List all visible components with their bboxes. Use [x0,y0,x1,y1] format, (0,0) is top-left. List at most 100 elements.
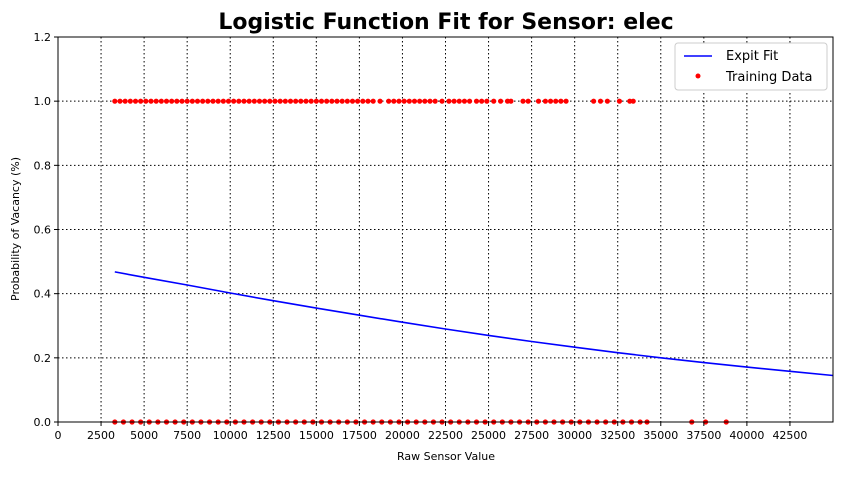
training-point-vacant [308,98,314,104]
training-point-vacant [132,98,139,104]
training-point-vacant [535,98,542,104]
training-point-vacant [215,98,221,104]
training-point-vacant [417,98,423,104]
x-tick-label: 40000 [729,429,764,442]
y-tick-label: 1.2 [34,31,52,44]
training-point-vacant [473,98,480,104]
training-point-vacant [630,98,636,104]
training-point-vacant [467,98,473,104]
training-point-vacant [189,98,195,104]
legend-box [674,42,828,91]
legend: Expit Fit Training Data [674,42,828,91]
training-point-vacant [525,98,531,104]
training-point-vacant [117,98,123,104]
training-point-vacant [313,98,319,104]
training-point-vacant [406,98,412,104]
x-tick-label: 7500 [173,429,201,442]
training-point-vacant [422,98,428,104]
training-point-vacant [396,98,402,104]
training-point-vacant [251,98,257,104]
x-tick-label: 0 [55,429,62,442]
training-point-vacant [349,98,356,104]
training-point-vacant [491,98,497,104]
training-point-vacant [391,98,397,104]
training-point-vacant [401,98,407,104]
training-point-vacant [200,98,206,104]
training-point-vacant [220,98,226,104]
training-point-vacant [112,98,118,104]
training-point-vacant [143,98,149,104]
training-point-vacant [303,98,309,104]
x-tick-label: 22500 [428,429,463,442]
x-tick-label: 17500 [342,429,377,442]
x-tick-label: 2500 [87,429,115,442]
training-point-vacant [184,98,190,104]
training-point-vacant [179,98,185,104]
training-point-vacant [267,98,273,104]
training-point-vacant [318,98,325,104]
x-tick-label: 5000 [130,429,158,442]
x-tick-label: 12500 [256,429,291,442]
training-point-vacant [386,98,392,104]
training-point-vacant [542,98,548,104]
training-point-vacant [339,98,345,104]
training-point-vacant [138,98,144,104]
training-point-vacant [411,98,418,104]
training-point-vacant [277,98,283,104]
training-point-vacant [324,98,330,104]
training-point-vacant [153,98,159,104]
y-tick-label: 1.0 [34,95,52,108]
training-point-vacant [329,98,335,104]
training-point-vacant [456,98,462,104]
training-point-vacant [432,98,438,104]
training-point-vacant [241,98,247,104]
training-point-vacant [377,98,383,104]
x-tick-label: 42500 [772,429,807,442]
training-point-vacant [334,98,340,104]
expit-fit-line [114,271,834,377]
x-tick-label: 32500 [600,429,635,442]
training-point-vacant [597,98,604,104]
training-point-vacant [591,98,597,104]
training-point-vacant [272,98,278,104]
training-point-vacant [451,98,457,104]
x-tick-label: 37500 [686,429,721,442]
training-point-vacant [604,98,610,104]
training-point-vacant [262,98,268,104]
x-tick-label: 25000 [471,429,506,442]
training-point-vacant [484,98,490,104]
x-axis-label: Raw Sensor Value [397,450,495,463]
y-axis-label: Probability of Vacancy (%) [9,157,22,301]
training-point-vacant [520,98,526,104]
training-point-vacant [231,98,237,104]
training-point-vacant [236,98,242,104]
training-point-vacant [553,98,559,104]
x-tick-label: 20000 [385,429,420,442]
training-point-vacant [360,98,366,104]
training-point-vacant [344,98,350,104]
training-point-vacant [298,98,304,104]
y-tick-label: 0.6 [34,224,52,237]
y-tick-label: 0.2 [34,352,52,365]
training-point-vacant [287,98,294,104]
training-point-vacant [616,98,623,104]
y-tick-label: 0.8 [34,159,52,172]
legend-point-swatch [695,73,701,79]
x-tick-label: 27500 [514,429,549,442]
legend-label-expit-fit: Expit Fit [726,49,778,64]
training-point-vacant [547,98,554,104]
training-point-vacant [158,98,164,104]
training-point-vacant [256,98,263,104]
training-point-vacant [558,98,564,104]
training-point-vacant [163,98,170,104]
x-tick-label: 30000 [557,429,592,442]
training-point-vacant [246,98,252,104]
training-point-vacant [122,98,128,104]
training-point-vacant [365,98,371,104]
training-point-vacant [169,98,175,104]
training-point-vacant [127,98,133,104]
training-point-vacant [498,98,504,104]
training-point-vacant [439,98,445,104]
